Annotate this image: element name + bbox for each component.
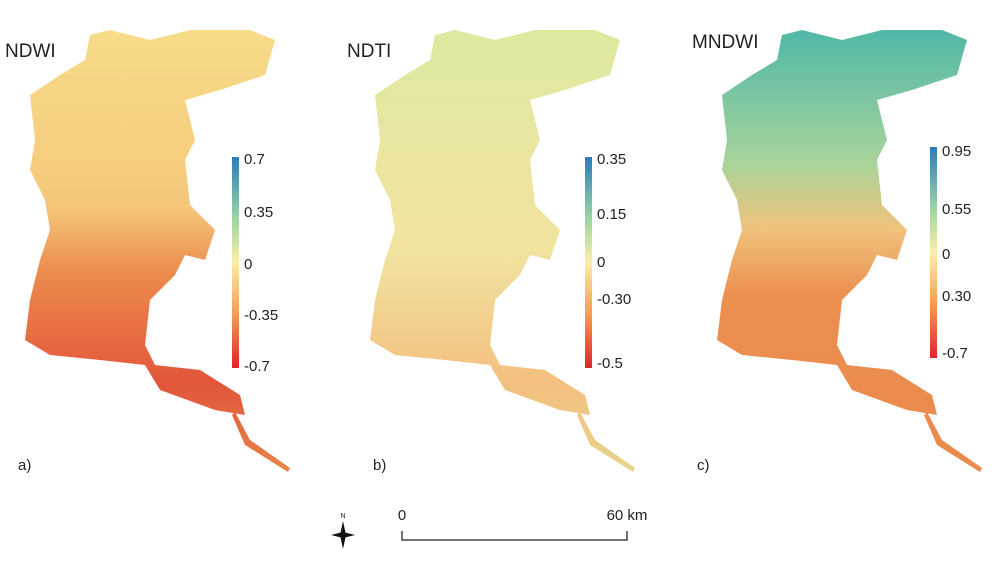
colorbar-label: -0.7 [244, 358, 270, 375]
colorbar [930, 147, 937, 358]
colorbar [585, 157, 592, 368]
map [370, 30, 635, 472]
colorbar-label: 0.35 [597, 151, 626, 168]
colorbar-label: 0.55 [942, 201, 971, 218]
scale-line [401, 531, 628, 541]
panel-title: NDWI [5, 41, 56, 62]
scale-label: 0 [398, 507, 406, 524]
arrow-shape [331, 532, 355, 538]
scale-label: 60 km [607, 507, 648, 524]
colorbar-label: 0.15 [597, 206, 626, 223]
map [25, 30, 290, 472]
colorbar-label: -0.7 [942, 345, 968, 362]
panel-c: MNDWI c) 0.95 0.55 0 0.30 -0.7 [692, 30, 982, 474]
colorbar-label: -0.35 [244, 307, 278, 324]
colorbar-label: 0.30 [942, 288, 971, 305]
colorbar-label: -0.30 [597, 291, 631, 308]
panel-b: NDTI b) 0.35 0.15 0 -0.30 -0.5 [347, 30, 635, 474]
panel-letter: b) [373, 457, 386, 474]
colorbar-label: 0 [244, 256, 252, 273]
panel-title: NDTI [347, 41, 391, 62]
colorbar-label: 0.35 [244, 204, 273, 221]
colorbar-label: 0.95 [942, 143, 971, 160]
panel-letter: a) [18, 457, 31, 474]
scale-bar: 0 60 km [398, 507, 648, 541]
colorbar [232, 157, 239, 368]
panel-letter: c) [697, 457, 710, 474]
colorbar-label: -0.5 [597, 355, 623, 372]
panel-title: MNDWI [692, 32, 758, 53]
colorbar-label: 0 [597, 254, 605, 271]
colorbar-label: 0 [942, 246, 950, 263]
north-label: N [340, 513, 345, 520]
north-arrow: N [331, 513, 355, 549]
panel-a: NDWI a) 0.7 0.35 0 -0.35 -0.7 [5, 30, 290, 474]
colorbar-label: 0.7 [244, 151, 265, 168]
